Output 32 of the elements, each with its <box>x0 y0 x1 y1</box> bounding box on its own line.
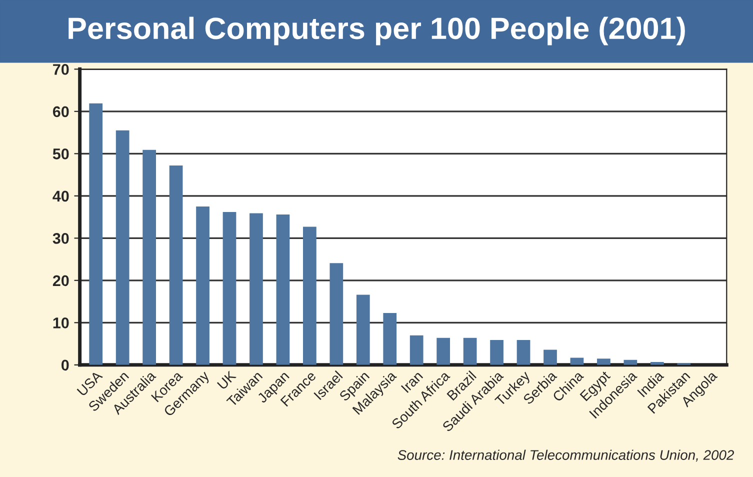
y-tick-label: 0 <box>62 360 69 371</box>
bar <box>516 340 530 365</box>
y-tick-label: 10 <box>53 318 69 328</box>
bar <box>624 360 638 365</box>
x-tick-label: Iran <box>400 370 424 393</box>
chart-title: Personal Computers per 100 People (2001) <box>68 16 685 46</box>
bar <box>250 213 263 365</box>
bar <box>383 312 397 365</box>
bar <box>196 206 210 365</box>
source-note: Source: International Telecommunications Union, 2002 <box>398 450 734 462</box>
y-tick-label: 40 <box>52 190 69 202</box>
bar <box>570 358 584 365</box>
y-tick-label: 20 <box>52 275 69 286</box>
bar <box>544 350 557 365</box>
bar <box>169 165 183 365</box>
y-tick-label: 50 <box>52 148 69 160</box>
y-tick-label: 30 <box>52 233 69 244</box>
y-tick-label: 70 <box>53 64 69 75</box>
bar <box>116 130 130 365</box>
bar <box>142 150 156 365</box>
y-tick-label: 60 <box>52 106 69 118</box>
bar <box>303 226 316 365</box>
bar <box>410 335 424 365</box>
bar <box>89 103 103 365</box>
bar <box>463 338 477 365</box>
bar <box>330 263 344 365</box>
bar <box>490 340 504 365</box>
bar <box>222 212 236 365</box>
bar <box>436 338 450 365</box>
bar <box>276 214 290 365</box>
bar <box>597 358 610 365</box>
bar <box>356 294 370 365</box>
